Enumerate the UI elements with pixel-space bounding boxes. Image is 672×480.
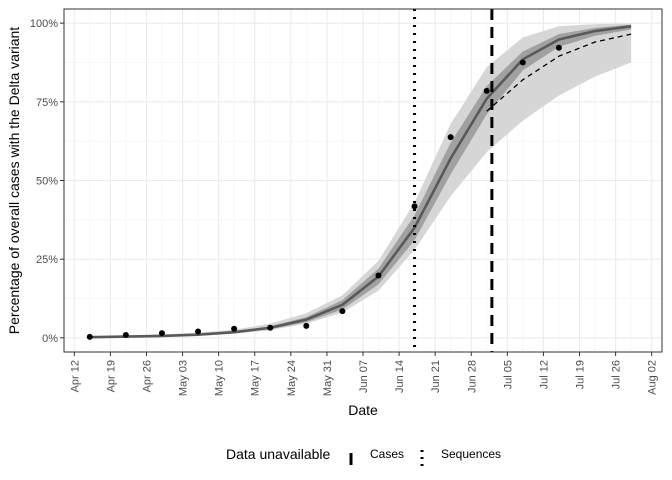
grid-lines [64, 9, 662, 352]
x-tick-label: Jun 21 [430, 360, 442, 393]
series-line-dashed [486, 33, 632, 112]
observed-point [303, 322, 310, 329]
y-axis: 0% 25% 50% 75% 100% [30, 18, 64, 345]
observed-point [158, 330, 165, 337]
observed-point [447, 134, 454, 141]
series-line-solid [89, 25, 632, 339]
observed-point [375, 272, 382, 279]
observed-point [483, 87, 490, 94]
x-tick-label: May 10 [214, 360, 226, 396]
x-tick-label: May 17 [250, 360, 262, 396]
y-axis-title: Percentage of overall cases with the Del… [6, 27, 22, 334]
observed-points [86, 44, 562, 340]
x-tick-label: Jun 28 [466, 360, 478, 393]
y-tick-label: 100% [30, 18, 58, 30]
legend-title: Data unavailable [226, 446, 331, 462]
observed-point [267, 324, 274, 331]
observed-point [86, 333, 93, 340]
data-unavailable-lines [413, 9, 494, 352]
legend-items: Cases Sequences [349, 447, 501, 467]
x-tick-label: Jul 12 [538, 360, 550, 389]
y-tick-label: 50% [36, 176, 58, 188]
observed-point [519, 59, 526, 66]
x-tick-label: May 03 [178, 360, 190, 396]
observed-point [122, 332, 129, 339]
x-tick-label: Aug 02 [647, 360, 659, 395]
x-axis: Apr 12 Apr 19 Apr 26 May 03 May 10 May 17 May … [69, 352, 659, 396]
legend-label-cases: Cases [370, 447, 404, 461]
x-tick-label: May 24 [286, 360, 298, 396]
observed-point [555, 44, 562, 51]
x-tick-label: Jul 05 [502, 360, 514, 389]
legend: Data unavailable Cases Sequences [226, 446, 501, 467]
x-tick-label: Jun 14 [394, 360, 406, 393]
observed-point [231, 325, 238, 332]
x-tick-label: Jul 19 [575, 360, 587, 389]
x-tick-label: Jun 07 [358, 360, 370, 393]
x-tick-label: Apr 19 [105, 360, 117, 392]
y-tick-label: 0% [42, 333, 58, 345]
x-tick-label: Jul 26 [611, 360, 623, 389]
x-tick-label: Apr 12 [69, 360, 81, 392]
y-tick-label: 75% [36, 97, 58, 109]
observed-point [411, 203, 418, 210]
series-lines [89, 25, 632, 339]
x-tick-label: May 31 [322, 360, 334, 396]
y-tick-label: 25% [36, 254, 58, 266]
x-tick-label: Apr 26 [141, 360, 153, 392]
legend-label-sequences: Sequences [441, 447, 501, 461]
x-axis-title: Date [348, 402, 378, 418]
observed-point [195, 328, 202, 335]
observed-point [339, 308, 346, 315]
